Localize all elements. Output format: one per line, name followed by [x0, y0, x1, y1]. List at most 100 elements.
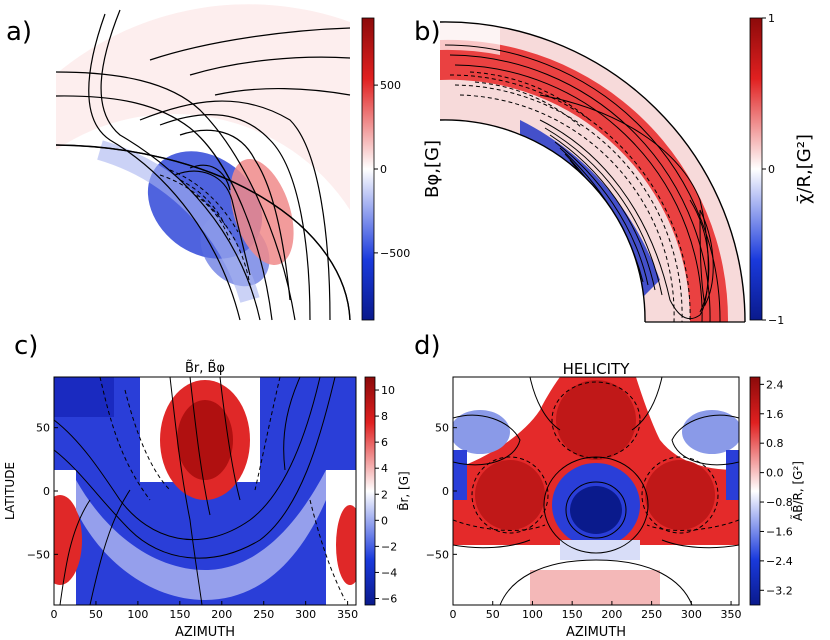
x-tick-label: 100: [127, 608, 148, 621]
panel-a-colorbar-label: Bφ,[G]: [422, 140, 443, 198]
panel-a-inner-band: [97, 140, 260, 303]
panel-d-positive-bottom: [530, 570, 660, 605]
x-tick-label: 100: [522, 608, 543, 621]
panel-a-contours: [55, 9, 351, 321]
panel-b-label: b): [414, 17, 441, 47]
panel-c-axes: 0 50 100 150 200 250 300 350 50 0 −50: [27, 422, 358, 621]
panel-c-corner-dark: [54, 377, 114, 417]
panel-d-negative-center-core: [570, 486, 622, 534]
panel-b-dashed-contours: [449, 71, 691, 322]
x-tick-label: 150: [169, 608, 190, 621]
panel-d-colorbar-ticks: 2.4 1.6 0.8 0.0 −0.8 −1.6 −2.4 −3.2: [760, 378, 793, 597]
colorbar-tick-label: −1: [768, 314, 784, 327]
panel-b-inner-boundary: [439, 119, 646, 323]
panel-d-positive-top-core: [556, 380, 636, 460]
panel-a: a): [6, 4, 443, 321]
panel-c-ylabel: LATITUDE: [3, 462, 17, 520]
panel-d-title: HELICITY: [563, 360, 631, 378]
panel-a-colorbar: [361, 17, 375, 321]
panel-a-positive-lobe: [230, 158, 294, 266]
panel-c-dashed-contours: [99, 377, 346, 601]
x-tick-label: 0: [51, 608, 58, 621]
y-tick-label: 50: [435, 422, 449, 435]
x-tick-label: 200: [601, 608, 622, 621]
y-tick-label: 0: [43, 485, 50, 498]
x-tick-label: 300: [295, 608, 316, 621]
panel-c-label: c): [14, 331, 38, 361]
colorbar-tick-label: 0: [381, 514, 388, 527]
panel-b-colorbar: [749, 17, 763, 321]
panel-a-inner-boundary: [55, 144, 351, 321]
colorbar-tick-label: −3.2: [766, 584, 793, 597]
panel-a-dashed-contours: [159, 169, 251, 286]
panel-c-colorbar-label: B̃r, [G]: [397, 471, 411, 510]
panel-d-negative-right-edge: [726, 450, 739, 500]
panel-d-colorbar: [749, 376, 761, 606]
y-tick-label: −50: [426, 548, 449, 561]
x-tick-label: 350: [721, 608, 742, 621]
panel-c: c) B̃r, B̃φ: [3, 331, 411, 640]
colorbar-tick-label: 8: [381, 410, 388, 423]
x-tick-label: 50: [486, 608, 500, 621]
panel-b-shell-background: [440, 21, 746, 322]
panel-b-pole-white: [440, 21, 500, 56]
x-tick-label: 0: [450, 608, 457, 621]
panel-d-axes: 0 50 100 150 200 250 300 350 50 0 −50: [426, 422, 742, 621]
colorbar-tick-label: 0: [380, 163, 387, 176]
panel-d-field: [453, 377, 739, 605]
colorbar-tick-label: 1: [768, 12, 775, 25]
panel-b-outer-boundary: [439, 21, 746, 323]
panel-c-positive-core: [177, 400, 233, 480]
colorbar-tick-label: −500: [380, 247, 410, 260]
colorbar-tick-label: 1.6: [766, 408, 784, 421]
panel-b-colorbar-label: χ̄/R,[G²]: [794, 134, 815, 204]
colorbar-tick-label: −2: [381, 540, 397, 553]
panel-d-positive-left-core: [475, 460, 545, 530]
panel-c-white-band: [76, 470, 326, 600]
panel-a-shell-background: [56, 4, 350, 211]
panel-c-field: [54, 377, 356, 605]
panel-d-negative-upper-right: [682, 410, 739, 454]
panel-d-contours: [453, 377, 739, 605]
panel-d-dashed-contours: [453, 381, 739, 534]
colorbar-tick-label: 2: [381, 488, 388, 501]
x-tick-label: 300: [681, 608, 702, 621]
colorbar-tick-label: −6: [381, 592, 397, 605]
panel-c-positive-right: [336, 505, 356, 585]
colorbar-tick-label: 6: [381, 436, 388, 449]
panel-b-colorbar-ticks: 1 0 −1: [762, 12, 784, 327]
x-tick-label: 50: [89, 608, 103, 621]
colorbar-tick-label: 0.0: [766, 467, 784, 480]
panel-a-field: [56, 4, 350, 303]
panel-c-title: B̃r, B̃φ: [185, 361, 225, 376]
panel-d-xlabel: AZIMUTH: [566, 625, 626, 640]
y-tick-label: 50: [36, 422, 50, 435]
colorbar-tick-label: −0.8: [766, 496, 793, 509]
colorbar-tick-label: 0.8: [766, 437, 784, 450]
panel-d-negative-upper-left: [453, 410, 510, 454]
y-tick-label: 0: [442, 485, 449, 498]
panel-d-negative-left-edge: [453, 450, 467, 500]
panel-b-positive-band: [440, 39, 729, 322]
panel-c-xlabel: AZIMUTH: [175, 625, 235, 640]
colorbar-tick-label: −4: [381, 566, 397, 579]
x-tick-label: 150: [562, 608, 583, 621]
x-tick-label: 250: [253, 608, 274, 621]
colorbar-tick-label: 2.4: [766, 378, 784, 391]
panel-d: d) HELICITY: [414, 331, 805, 640]
panel-d-negative-bottom: [560, 540, 640, 560]
panel-a-colorbar-ticks: 500 0 −500: [374, 79, 410, 260]
panel-b: b): [414, 12, 815, 327]
panel-c-colorbar-ticks: 10 8 6 4 2 0 −2 −4 −6: [375, 384, 397, 605]
y-tick-label: −50: [27, 548, 50, 561]
panel-c-colorbar: [364, 376, 376, 606]
colorbar-tick-label: −2.4: [766, 555, 793, 568]
panel-c-positive-left: [54, 495, 82, 585]
panel-d-colorbar-label: ÃB̃/R, [G²]: [790, 461, 805, 521]
colorbar-tick-label: 4: [381, 462, 388, 475]
x-tick-label: 350: [337, 608, 358, 621]
panel-a-label: a): [6, 17, 32, 47]
panel-d-positive-right-core: [645, 460, 715, 530]
x-tick-label: 250: [641, 608, 662, 621]
